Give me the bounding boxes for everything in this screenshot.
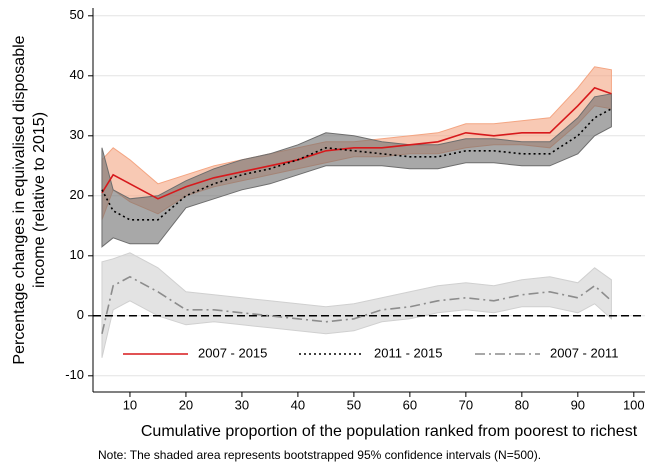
x-tick-label: 90 (571, 397, 585, 412)
x-tick-label: 40 (291, 397, 305, 412)
x-tick-label: 10 (123, 397, 137, 412)
y-axis-label: income (relative to 2015) (31, 112, 48, 288)
y-tick-label: 30 (70, 127, 84, 142)
y-tick-label: 10 (70, 247, 84, 262)
series-line (101, 86, 612, 200)
legend-label: 2007 - 2011 (550, 345, 618, 360)
confidence-band (101, 93, 612, 248)
y-tick-label: 20 (70, 187, 84, 202)
y-tick-label: 0 (77, 307, 84, 322)
x-tick-label: 50 (347, 397, 361, 412)
note: Note: The shaded area represents bootstr… (98, 448, 541, 462)
y-tick-label: 50 (70, 7, 84, 22)
x-tick-label: 70 (459, 397, 473, 412)
y-axis-label: Percentage changes in equivalised dispos… (11, 35, 28, 364)
y-tick-label: -10 (65, 367, 84, 382)
x-tick-label: 100 (623, 397, 645, 412)
x-tick-label: 30 (235, 397, 249, 412)
series-line (101, 275, 612, 334)
y-tick-label: 40 (70, 67, 84, 82)
x-tick-label: 60 (403, 397, 417, 412)
x-tick-label: 20 (179, 397, 193, 412)
x-tick-label: 80 (515, 397, 529, 412)
confidence-band (101, 252, 612, 358)
legend-label: 2011 - 2015 (374, 345, 442, 360)
legend-label: 2007 - 2015 (198, 345, 267, 360)
x-axis-label: Cumulative proportion of the population … (141, 423, 638, 440)
series-line (101, 108, 612, 221)
